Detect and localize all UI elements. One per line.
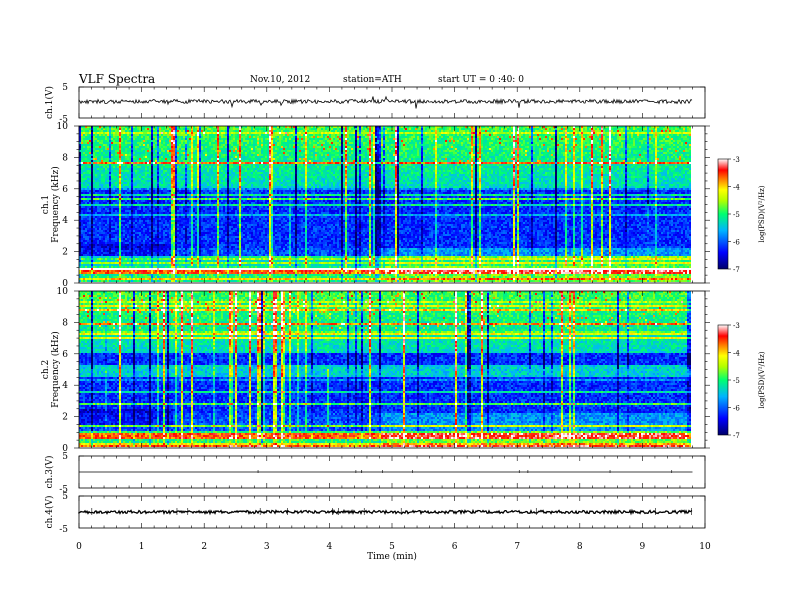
ch2-colorbar-tick-label: -4 [733, 350, 740, 358]
x-tick-label: 9 [640, 542, 646, 552]
ch2-colorbar-label: log(PSD)(V²/Hz) [758, 351, 766, 408]
x-tick-label: 8 [577, 542, 583, 552]
ch2-colorbar-tick-label: -3 [733, 322, 740, 330]
ch1-spec-ylabel-channel: ch.1 [41, 195, 51, 214]
ch2-colorbar [718, 325, 728, 435]
x-tick-label: 1 [139, 542, 145, 552]
x-tick-label: 7 [514, 542, 520, 552]
x-tick-label: 6 [452, 542, 458, 552]
ch2-spec-ytick-label: 10 [57, 287, 69, 297]
ch1-spec-ytick-label: 2 [62, 248, 68, 258]
ch2-colorbar-tick-label: -6 [733, 405, 740, 413]
x-tick-label: 2 [201, 542, 207, 552]
ch2-spectrogram [79, 291, 691, 447]
x-tick-label: 5 [389, 542, 395, 552]
ch3-ylabel: ch.3(V) [44, 456, 55, 489]
x-tick-label: 0 [76, 542, 82, 552]
ch1-spec-ytick-label: 6 [62, 185, 68, 195]
ch1-spec-ytick-label: 8 [62, 153, 68, 163]
ch1-spec-ytick-label: 4 [62, 216, 68, 226]
ch1-spec-ytick-label: 10 [57, 122, 69, 132]
ch1-waveform [79, 97, 692, 109]
ch1-colorbar-label: log(PSD)(V²/Hz) [758, 185, 766, 242]
ch4-tick-top: 5 [62, 492, 68, 502]
ch1-colorbar-tick-label: -4 [733, 184, 740, 192]
x-tick-label: 3 [264, 542, 270, 552]
ch2-spec-ytick-label: 6 [62, 350, 68, 360]
ch1-tick-top: 5 [62, 83, 68, 93]
ch2-spec-ylabel-frequency: Frequency (kHz) [50, 331, 61, 408]
ch1-colorbar-tick-label: -7 [733, 266, 740, 274]
ch1-colorbar-tick-label: -3 [733, 156, 740, 164]
x-tick-label: 10 [699, 542, 711, 552]
ch1-ylabel: ch.1(V) [44, 86, 55, 119]
ch2-spec-ylabel-channel: ch.2 [41, 360, 51, 379]
ch1-colorbar-tick-label: -6 [733, 239, 740, 247]
ch2-spec-ytick-label: 0 [62, 444, 68, 454]
ch4-waveform [79, 511, 692, 514]
ch1-spec-ylabel-frequency: Frequency (kHz) [50, 166, 61, 243]
ch1-colorbar-tick-label: -5 [733, 211, 740, 219]
x-axis-label: Time (min) [367, 551, 417, 562]
ch1-spectrogram [79, 126, 691, 282]
ch2-spec-ytick-label: 4 [62, 381, 68, 391]
x-tick-label: 4 [327, 542, 333, 552]
ch2-spec-ytick-label: 8 [62, 318, 68, 328]
ch2-colorbar-tick-label: -7 [733, 432, 740, 440]
vlf-spectra-figure: 0 1 2 3 4 5 6 7 8 9 10Time (min)5-5ch.1(V)5-5ch.3(… [0, 0, 792, 612]
ch2-spec-ytick-label: 2 [62, 413, 68, 423]
ch1-colorbar [718, 159, 728, 269]
ch2-colorbar-tick-label: -5 [733, 377, 740, 385]
ch4-ylabel: ch.4(V) [44, 496, 55, 529]
ch4-tick-bottom: -5 [59, 525, 68, 535]
